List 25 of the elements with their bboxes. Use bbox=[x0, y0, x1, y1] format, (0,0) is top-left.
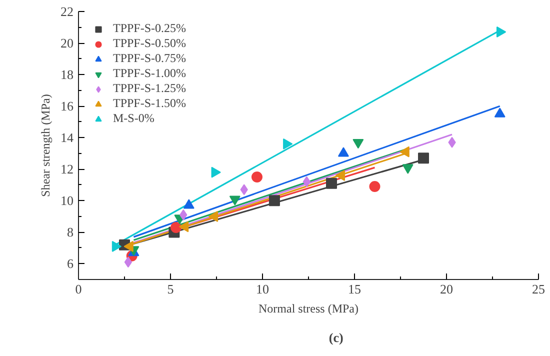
text: (c) bbox=[328, 330, 344, 345]
legend-label: TPPF-S-1.00% bbox=[113, 66, 186, 81]
legend-label: TPPF-S-0.75% bbox=[113, 51, 186, 66]
legend-label: TPPF-S-0.50% bbox=[113, 36, 186, 51]
x-tick-label: 10 bbox=[256, 282, 269, 296]
y-tick-label: 18 bbox=[60, 67, 74, 82]
x-tick-label: 15 bbox=[348, 282, 361, 296]
y-tick-label: 14 bbox=[60, 130, 74, 146]
y-tick-label: 16 bbox=[60, 98, 74, 114]
y-tick-label: 6 bbox=[67, 256, 74, 272]
x-tick-label: 5 bbox=[167, 282, 174, 296]
y-tick-label: 8 bbox=[67, 224, 74, 240]
legend-label: TPPF-S-1.50% bbox=[113, 96, 186, 111]
y-tick-label: 22 bbox=[60, 4, 74, 19]
y-tick-label: 20 bbox=[60, 36, 74, 51]
legend-label: TPPF-S-1.25% bbox=[113, 81, 186, 96]
legend-label: TPPF-S-0.25% bbox=[113, 21, 186, 36]
y-tick-label: 10 bbox=[60, 193, 74, 208]
y-tick-label: 12 bbox=[60, 162, 74, 177]
x-tick-label: 20 bbox=[440, 282, 453, 296]
x-axis-title: Normal stress (MPa) bbox=[258, 302, 358, 316]
legend-label: M-S-0% bbox=[113, 111, 154, 126]
x-tick-label: 25 bbox=[532, 282, 545, 296]
y-axis-title: Shear strength (MPa) bbox=[38, 94, 52, 197]
x-tick-label: 0 bbox=[75, 282, 82, 296]
